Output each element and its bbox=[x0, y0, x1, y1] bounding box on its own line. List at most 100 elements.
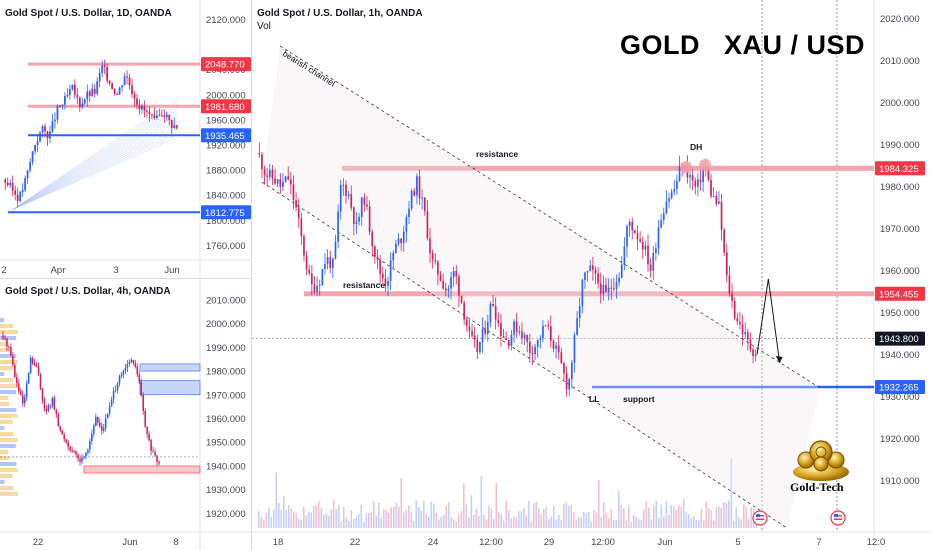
volume-bar bbox=[710, 510, 713, 528]
regression-fan-line bbox=[11, 136, 179, 211]
double-top-marker bbox=[699, 159, 711, 171]
volume-bar bbox=[635, 517, 638, 528]
candle-body bbox=[641, 241, 644, 250]
volume-bar bbox=[665, 501, 668, 528]
candle-body bbox=[500, 322, 502, 337]
candle-body bbox=[111, 83, 114, 89]
candle-body bbox=[75, 451, 77, 455]
candle-body bbox=[141, 105, 143, 110]
candle-body bbox=[565, 373, 568, 390]
h4-chart-panel[interactable]: Gold Spot / U.S. Dollar, 4h, OANDA 2010.… bbox=[0, 278, 252, 550]
volume-bar bbox=[283, 495, 285, 528]
volume-bar bbox=[570, 504, 573, 528]
candle-body bbox=[594, 269, 597, 274]
volume-bar bbox=[573, 512, 575, 528]
candle-body bbox=[81, 103, 84, 108]
volume-bar bbox=[618, 490, 620, 528]
candle-body bbox=[570, 362, 573, 380]
candle-body bbox=[660, 220, 662, 228]
candle-body bbox=[156, 455, 158, 463]
volume-bar bbox=[540, 513, 543, 528]
candle-body bbox=[678, 166, 681, 182]
candle-body bbox=[103, 65, 106, 67]
candle-body bbox=[324, 264, 326, 270]
volume-bar bbox=[670, 505, 673, 528]
candle-body bbox=[610, 287, 613, 289]
candle-body bbox=[134, 363, 137, 367]
candle-body bbox=[35, 365, 38, 367]
candle-body bbox=[85, 452, 87, 457]
volume-bar bbox=[708, 508, 710, 528]
candle-body bbox=[9, 182, 12, 186]
candle-body bbox=[36, 141, 39, 146]
candle-body bbox=[439, 274, 442, 281]
candle-body bbox=[79, 458, 81, 462]
candle-body bbox=[61, 104, 64, 107]
candle-body bbox=[728, 275, 731, 294]
volume-profile-bar bbox=[0, 408, 17, 412]
projection-path bbox=[756, 278, 781, 364]
volume-bar bbox=[620, 504, 623, 528]
volume-bar bbox=[450, 517, 453, 528]
candle-body bbox=[536, 339, 539, 347]
candle-body bbox=[81, 457, 83, 462]
volume-bar bbox=[455, 521, 458, 528]
volume-profile-bar bbox=[0, 318, 4, 322]
candle-body bbox=[4, 337, 6, 339]
volume-bar bbox=[263, 520, 265, 528]
volume-bar bbox=[630, 521, 633, 528]
candle-body bbox=[67, 442, 69, 447]
candle-body bbox=[19, 191, 22, 202]
candle-body bbox=[387, 280, 389, 286]
candle-body bbox=[41, 126, 44, 133]
candle-body bbox=[521, 331, 523, 339]
price-level-label: 1935.465 bbox=[205, 131, 245, 142]
volume-profile-bar bbox=[0, 426, 5, 430]
volume-bar bbox=[363, 521, 365, 528]
candle-body bbox=[670, 191, 673, 199]
volume-bar bbox=[575, 519, 578, 528]
daily-chart-panel[interactable]: Gold Spot / U.S. Dollar, 1D, OANDA 2120.… bbox=[0, 0, 252, 278]
candle-body bbox=[507, 340, 510, 346]
candle-body bbox=[479, 342, 481, 353]
candle-body bbox=[486, 322, 489, 335]
candle-body bbox=[360, 197, 363, 218]
candle-body bbox=[631, 221, 634, 231]
volume-bar bbox=[750, 507, 753, 528]
candle-body bbox=[494, 306, 497, 320]
volume-bar bbox=[533, 503, 535, 528]
candle-body bbox=[741, 324, 744, 335]
candle-body bbox=[752, 349, 754, 357]
candle-body bbox=[6, 338, 8, 347]
candle-body bbox=[89, 441, 91, 450]
volume-bar bbox=[358, 514, 360, 528]
volume-bar bbox=[410, 512, 413, 528]
volume-bar bbox=[640, 519, 643, 528]
supply-demand-zone bbox=[83, 465, 201, 474]
candle-body bbox=[712, 195, 715, 197]
candle-body bbox=[376, 256, 379, 260]
candle-body bbox=[310, 273, 313, 285]
volume-bar bbox=[483, 514, 485, 528]
candle-body bbox=[720, 201, 723, 230]
candle-body bbox=[14, 364, 16, 377]
candle-body bbox=[542, 325, 544, 339]
candle-body bbox=[736, 318, 739, 322]
volume-bar bbox=[445, 505, 448, 528]
y-tick-label: 1920.000 bbox=[880, 434, 920, 445]
candle-body bbox=[497, 319, 500, 323]
candle-body bbox=[384, 278, 387, 286]
candle-body bbox=[607, 287, 610, 292]
candle-body bbox=[51, 121, 54, 132]
volume-bar bbox=[538, 508, 540, 528]
y-tick-label: 2000.000 bbox=[880, 98, 920, 109]
volume-bar bbox=[400, 478, 403, 528]
volume-bar bbox=[543, 508, 545, 528]
candle-body bbox=[731, 293, 733, 301]
volume-bar bbox=[733, 520, 735, 528]
candle-body bbox=[447, 288, 450, 291]
candle-body bbox=[444, 288, 447, 291]
regression-fan-line bbox=[11, 97, 179, 211]
volume-bar bbox=[440, 516, 443, 528]
candle-body bbox=[528, 341, 531, 353]
